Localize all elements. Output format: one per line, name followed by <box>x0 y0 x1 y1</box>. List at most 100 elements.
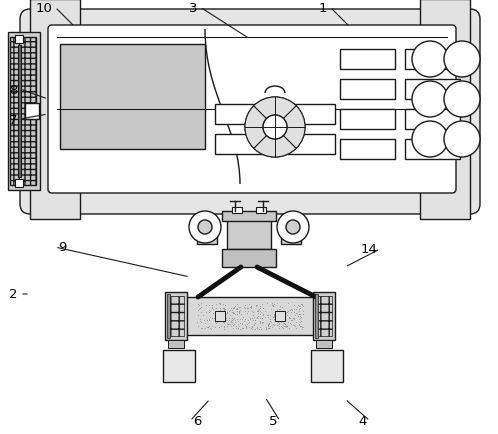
Point <box>285 314 293 321</box>
Point <box>459 110 467 117</box>
Point <box>445 49 453 56</box>
Point <box>70 80 78 87</box>
Point <box>436 43 444 50</box>
Point <box>84 81 92 88</box>
Point <box>269 100 277 107</box>
Point <box>200 139 208 146</box>
Point <box>370 76 378 83</box>
Point <box>416 125 424 132</box>
Point <box>140 123 148 130</box>
Point <box>430 187 438 194</box>
Point <box>260 122 268 128</box>
Point <box>448 24 456 31</box>
Point <box>230 28 238 35</box>
Point <box>291 82 299 89</box>
Point <box>435 134 443 141</box>
Point <box>399 75 407 82</box>
Point <box>156 195 164 202</box>
Point <box>287 320 295 327</box>
Point <box>187 74 195 81</box>
Point <box>446 184 454 191</box>
Point <box>45 71 53 78</box>
Point <box>278 323 286 330</box>
Bar <box>280 135 335 155</box>
Point <box>223 122 231 129</box>
Point <box>101 51 109 58</box>
Point <box>264 320 272 327</box>
Point <box>284 174 292 181</box>
Point <box>316 112 324 119</box>
Point <box>408 184 416 191</box>
Point <box>464 187 472 194</box>
Point <box>153 98 161 105</box>
Point <box>72 71 80 78</box>
Point <box>262 104 270 111</box>
Point <box>455 156 463 163</box>
Point <box>211 317 219 324</box>
Point <box>268 323 276 330</box>
Point <box>379 56 387 63</box>
Point <box>219 181 227 188</box>
Point <box>250 320 258 327</box>
Point <box>447 23 455 30</box>
Point <box>148 91 156 98</box>
Point <box>287 141 295 148</box>
Point <box>28 68 36 75</box>
Point <box>176 49 184 56</box>
Point <box>187 46 195 53</box>
Point <box>263 53 271 59</box>
Point <box>252 163 260 170</box>
Point <box>152 26 160 33</box>
Point <box>417 52 425 59</box>
Point <box>159 172 167 179</box>
Point <box>366 167 374 174</box>
Point <box>205 173 213 180</box>
Point <box>239 314 247 321</box>
Point <box>84 46 92 53</box>
Point <box>333 151 341 158</box>
Point <box>455 22 463 29</box>
Point <box>434 145 442 151</box>
Point <box>99 139 107 146</box>
Point <box>173 194 181 201</box>
Point <box>411 127 419 134</box>
Point <box>243 132 250 139</box>
Point <box>417 65 425 72</box>
Point <box>269 147 277 154</box>
Point <box>404 193 412 200</box>
Point <box>391 103 399 110</box>
Point <box>216 301 224 308</box>
Point <box>46 87 54 94</box>
Point <box>44 82 52 89</box>
Point <box>199 194 207 201</box>
Point <box>217 59 225 66</box>
Point <box>186 46 194 53</box>
Point <box>241 316 249 323</box>
Bar <box>163 350 195 382</box>
Point <box>458 39 466 46</box>
Point <box>299 324 307 331</box>
Point <box>105 131 113 138</box>
Point <box>236 304 244 311</box>
Point <box>110 177 118 184</box>
Point <box>269 302 277 309</box>
Point <box>134 59 142 66</box>
Point <box>430 125 438 132</box>
Point <box>119 52 126 59</box>
Point <box>270 93 278 100</box>
Point <box>141 187 149 194</box>
Point <box>246 23 253 30</box>
Point <box>277 164 285 171</box>
Point <box>458 46 466 53</box>
Point <box>415 79 423 86</box>
Point <box>178 89 186 96</box>
Point <box>89 158 97 164</box>
Point <box>124 119 132 126</box>
Point <box>247 325 254 332</box>
Point <box>356 187 364 194</box>
Point <box>224 321 232 328</box>
Point <box>126 188 134 195</box>
Point <box>366 66 374 73</box>
Point <box>382 190 390 197</box>
Point <box>286 170 294 177</box>
